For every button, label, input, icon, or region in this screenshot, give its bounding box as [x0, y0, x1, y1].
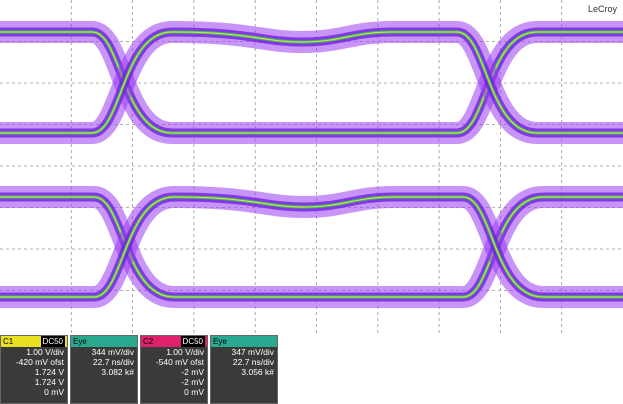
brand: LeCroy	[588, 4, 618, 14]
channel-label: Eye	[213, 336, 227, 347]
panel-line: 1.724 V	[1, 377, 67, 387]
panel-line: 1.724 V	[1, 367, 67, 377]
channel-label: C1	[3, 336, 13, 347]
panel-line: 0 mV	[141, 387, 207, 397]
panel-line: 22.7 ns/div	[71, 357, 137, 367]
panel-line: -2 mV	[141, 367, 207, 377]
panel-line: 344 mV/div	[71, 347, 137, 357]
coupling: DC50	[41, 336, 65, 347]
waveform-area: LeCroy	[0, 0, 623, 335]
panel-line: 1.00 V/div	[141, 347, 207, 357]
panel-line: 1.00 V/div	[1, 347, 67, 357]
coupling: DC50	[181, 336, 205, 347]
panel-line: 3.082 k#	[71, 367, 137, 377]
panel-line: 22.7 ns/div	[211, 357, 277, 367]
panel-line: -420 mV ofst	[1, 357, 67, 367]
panel-header: C1 DC50	[1, 336, 67, 347]
scope-screen: LeCroy C1DC501.00 V/div-420 mV ofst1.724…	[0, 0, 623, 404]
panel-header: Eye	[71, 336, 137, 347]
panel-header: C2 DC50	[141, 336, 207, 347]
panel-line: -2 mV	[141, 377, 207, 387]
panel-line: 347 mV/div	[211, 347, 277, 357]
panel-header: Eye	[211, 336, 277, 347]
channel-label: C2	[143, 336, 153, 347]
channel-label: Eye	[73, 336, 87, 347]
panel-line: 3.056 k#	[211, 367, 277, 377]
panel-line: 0 mV	[1, 387, 67, 397]
panel-line: -540 mV ofst	[141, 357, 207, 367]
